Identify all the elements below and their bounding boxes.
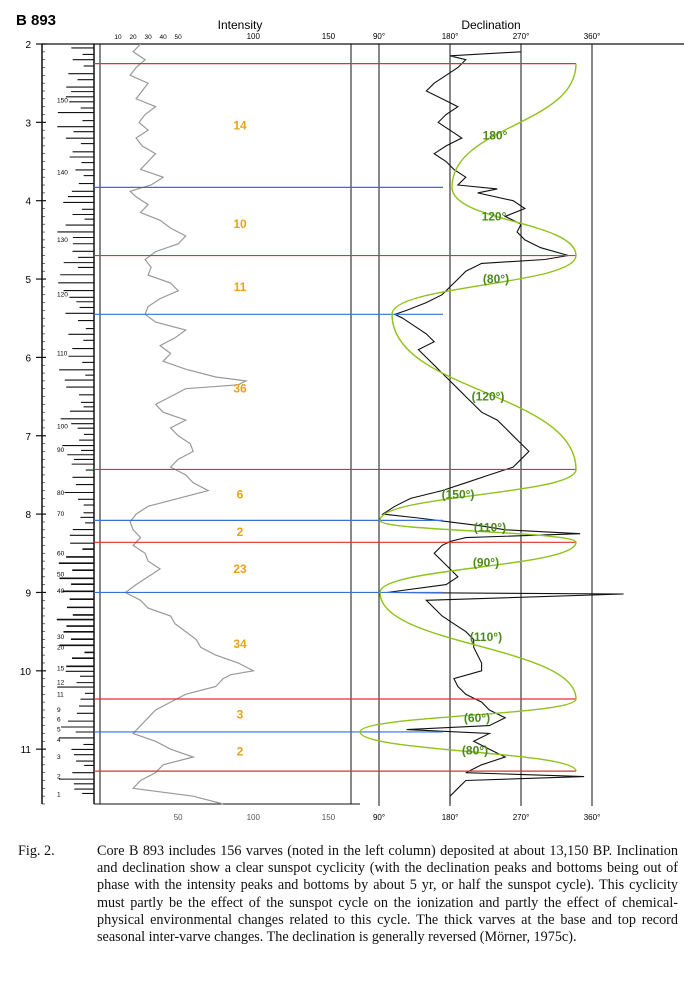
varve-label: 50 — [57, 571, 65, 578]
varve-column — [56, 47, 94, 795]
varve-label: 120 — [57, 292, 68, 299]
cycle-label: (150°) — [442, 488, 475, 502]
varve-label: 60 — [57, 550, 65, 557]
declination-bottom-tick: 180° — [442, 813, 459, 822]
cycle-label: (120°) — [472, 390, 505, 404]
cycle-label: 120° — [482, 209, 507, 223]
curves — [124, 43, 624, 805]
declination-top-tick: 270° — [513, 32, 530, 41]
varve-label: 150 — [57, 97, 68, 104]
declination-bottom-tick: 360° — [584, 813, 601, 822]
intensity-bottom-tick: 100 — [247, 813, 261, 822]
cycle-label: (80°) — [483, 272, 509, 286]
sunspot-cycle-path — [359, 63, 577, 772]
varve-label: 110 — [57, 350, 68, 357]
figure-caption: Fig. 2. Core B 893 includes 156 varves (… — [18, 843, 678, 946]
varve-label: 40 — [57, 588, 65, 595]
intensity-bottom-tick: 50 — [174, 813, 183, 822]
varve-label: 30 — [57, 634, 65, 641]
cycle-label: (110°) — [474, 520, 506, 534]
interval-label: 3 — [237, 708, 244, 722]
declination-curve — [381, 51, 624, 804]
interval-label: 14 — [233, 118, 247, 132]
varve-label: 15 — [57, 665, 65, 672]
interval-label: 2 — [237, 745, 244, 759]
varve-label: 11 — [57, 691, 64, 698]
interval-label: 6 — [237, 488, 244, 502]
declination-title: Declination — [461, 18, 520, 32]
varve-label: 80 — [57, 490, 65, 497]
depth-tick-label: 3 — [25, 118, 31, 129]
intensity-top-tick: 50 — [175, 34, 183, 41]
intensity-top-tick: 40 — [160, 34, 168, 41]
intensity-bottom-tick: 150 — [322, 813, 336, 822]
cycle-label: (60°) — [464, 711, 490, 725]
depth-tick-label: 9 — [25, 588, 31, 599]
varve-label: 4 — [57, 737, 61, 744]
cycle-label: (110°) — [470, 630, 502, 644]
intensity-title: Intensity — [218, 18, 263, 32]
depth-tick-label: 2 — [25, 40, 31, 51]
intensity-top-tick: 150 — [322, 32, 336, 41]
interval-label: 11 — [234, 280, 247, 294]
depth-tick-label: 4 — [25, 197, 31, 208]
cycle-label: 180° — [483, 129, 508, 143]
intensity-top-tick: 10 — [114, 34, 122, 41]
sunspot-cycle-curve — [359, 63, 577, 772]
varve-label: 2 — [57, 774, 61, 781]
caption-text: Core B 893 includes 156 varves (noted in… — [97, 843, 678, 946]
declination-bottom-tick: 90° — [373, 813, 385, 822]
declination-top-tick: 180° — [442, 32, 459, 41]
plot-frame — [36, 43, 684, 805]
intensity-top-tick: 100 — [247, 32, 261, 41]
varve-label: 12 — [57, 680, 65, 687]
peak-lines — [94, 62, 576, 772]
interval-label: 34 — [233, 637, 247, 651]
depth-tick-label: 8 — [25, 510, 31, 521]
varve-label: 140 — [57, 169, 68, 176]
caption-label: Fig. 2. — [18, 843, 55, 859]
depth-tick-label: 10 — [20, 667, 32, 678]
depth-tick-label: 11 — [21, 745, 32, 756]
depth-tick-label: 6 — [25, 353, 31, 364]
labels: B 893 Intensity Declination234567891011150… — [16, 12, 600, 822]
varve-label: 90 — [57, 447, 65, 454]
varve-label: 9 — [57, 707, 61, 714]
varve-label: 1 — [57, 792, 61, 799]
varve-label: 100 — [57, 423, 68, 430]
core-label: B 893 — [16, 12, 56, 29]
intensity-top-tick: 30 — [144, 34, 152, 41]
declination-top-tick: 90° — [373, 32, 385, 41]
varve-label: 20 — [57, 644, 65, 651]
interval-label: 10 — [233, 217, 247, 231]
varve-label: 5 — [57, 727, 61, 734]
interval-label: 36 — [233, 382, 247, 396]
depth-tick-label: 5 — [25, 275, 31, 286]
interval-label: 2 — [237, 525, 244, 539]
cycle-label: (90°) — [473, 556, 499, 570]
intensity-top-tick: 20 — [129, 34, 137, 41]
varve-label: 130 — [57, 237, 68, 244]
intensity-curve — [124, 43, 256, 805]
varve-label: 3 — [57, 754, 61, 761]
declination-top-tick: 360° — [584, 32, 601, 41]
cycle-label: (80°) — [462, 744, 488, 758]
varve-label: 70 — [57, 511, 65, 518]
depth-tick-label: 7 — [25, 432, 31, 443]
interval-label: 23 — [233, 562, 247, 576]
figure: B 893 Intensity Declination234567891011150… — [16, 12, 684, 822]
declination-bottom-tick: 270° — [513, 813, 530, 822]
varve-label: 6 — [57, 716, 61, 723]
grid — [378, 44, 593, 806]
